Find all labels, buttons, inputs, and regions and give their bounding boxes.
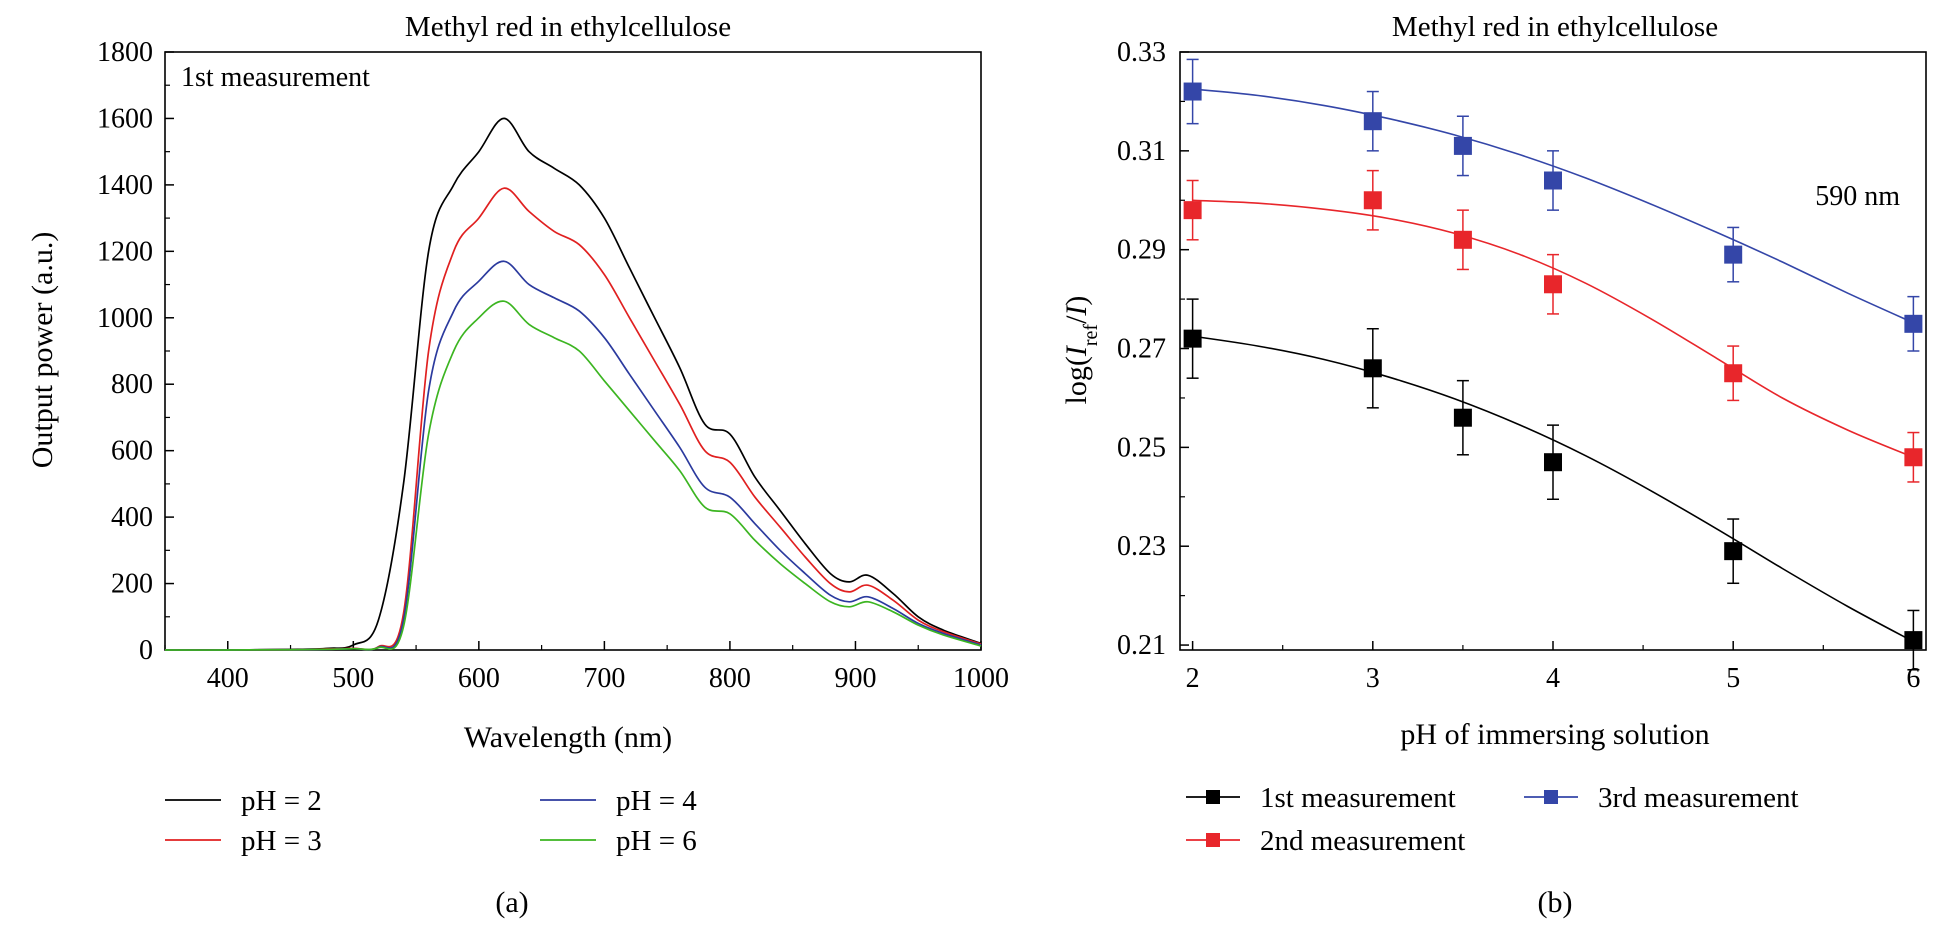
y-tick-label: 0.23 (1117, 531, 1166, 562)
x-tick-label: 3 (1366, 663, 1380, 694)
y-tick-label: 1000 (97, 303, 153, 334)
legend-label: 1st measurement (1260, 782, 1456, 814)
x-tick-label: 5 (1726, 663, 1740, 694)
panel-a: Methyl red in ethylcellulose 1st measure… (26, 11, 1009, 919)
y-tick-label: 0.21 (1117, 630, 1166, 661)
x-tick-label: 1000 (953, 663, 1009, 694)
y-tick-label: 0.33 (1117, 37, 1166, 68)
panel-a-x-axis: 400 500 600 700 800 900 1000 (164, 641, 1009, 694)
x-tick-label: 6 (1906, 663, 1920, 694)
data-point (1904, 448, 1923, 467)
y-tick-label: 1800 (97, 37, 153, 68)
x-tick-label: 800 (709, 663, 751, 694)
x-tick-label: 4 (1546, 663, 1560, 694)
panel-b-y-label: log(Iref/I) (1060, 296, 1102, 405)
data-point (1724, 364, 1743, 383)
y-tick-label: 800 (111, 369, 153, 400)
data-point (1904, 631, 1923, 650)
panel-a-y-label: Output power (a.u.) (26, 232, 59, 469)
data-point (1724, 542, 1743, 561)
panel-a-x-label: Wavelength (nm) (464, 721, 672, 754)
x-tick-label: 700 (583, 663, 625, 694)
data-point (1544, 453, 1562, 472)
data-point (1544, 275, 1562, 294)
panel-b-title: Methyl red in ethylcellulose (1392, 11, 1718, 43)
panel-b-label: (b) (1538, 886, 1573, 919)
x-tick-label: 600 (458, 663, 500, 694)
y-tick-label: 1200 (97, 236, 153, 267)
panel-a-y-axis: 0 200 400 600 800 1000 1200 1400 1600 1800 (97, 37, 174, 666)
data-point (1363, 191, 1382, 210)
y-tick-label: 600 (111, 436, 153, 467)
legend-marker (1544, 790, 1558, 804)
panel-b-annotation: 590 nm (1815, 181, 1900, 212)
panel-b-y-axis: 0.21 0.23 0.25 0.27 0.29 0.31 0.33 (1117, 37, 1189, 661)
spectrum-line (164, 117, 982, 651)
data-point (1724, 245, 1743, 264)
data-point (1544, 171, 1562, 190)
spectrum-line (164, 300, 982, 651)
data-point (1183, 329, 1202, 348)
panel-b-x-label: pH of immersing solution (1400, 718, 1709, 751)
data-point (1453, 136, 1472, 155)
panel-a-label: (a) (495, 886, 528, 919)
panel-a-legend: pH = 2 pH = 4 pH = 3 pH = 6 (165, 785, 697, 857)
data-point (1183, 201, 1202, 220)
legend-label: pH = 3 (241, 825, 322, 857)
spectrum-line (164, 187, 982, 651)
y-tick-label: 0 (139, 635, 153, 666)
y-tick-label: 1400 (97, 170, 153, 201)
data-point (1363, 359, 1382, 378)
data-point (1183, 82, 1202, 101)
fit-curve (1192, 199, 1914, 459)
data-point (1453, 230, 1472, 249)
legend-label: 3rd measurement (1598, 782, 1799, 814)
x-tick-label: 400 (207, 663, 249, 694)
panel-b-legend: 1st measurement 2nd measurement 3rd measur… (1186, 782, 1799, 857)
panel-b-series (1183, 58, 1923, 671)
data-point (1453, 408, 1472, 427)
data-point (1904, 314, 1923, 333)
y-tick-label: 0.27 (1117, 334, 1166, 365)
y-tick-label: 200 (111, 569, 153, 600)
panel-a-series (164, 117, 982, 651)
x-tick-label: 2 (1186, 663, 1200, 694)
panel-b-plot-frame (1179, 51, 1927, 651)
panel-b: Methyl red in ethylcellulose 590 nm 2 3 4 5… (1060, 11, 1927, 919)
y-tick-label: 1600 (97, 103, 153, 134)
legend-label: pH = 2 (241, 785, 322, 817)
legend-marker (1206, 790, 1220, 804)
panel-b-x-axis: 2 3 4 5 6 (1186, 641, 1920, 694)
x-tick-label: 900 (834, 663, 876, 694)
y-tick-label: 0.31 (1117, 136, 1166, 167)
legend-label: 2nd measurement (1260, 825, 1465, 857)
spectrum-line (164, 260, 982, 651)
legend-marker (1206, 833, 1220, 847)
data-point (1363, 112, 1382, 131)
y-tick-label: 400 (111, 502, 153, 533)
panel-a-annotation: 1st measurement (181, 62, 370, 93)
legend-label: pH = 4 (616, 785, 697, 817)
y-tick-label: 0.29 (1117, 235, 1166, 266)
panel-a-title: Methyl red in ethylcellulose (405, 11, 731, 43)
legend-label: pH = 6 (616, 825, 697, 857)
y-tick-label: 0.25 (1117, 432, 1166, 463)
panel-a-plot-frame (164, 51, 982, 651)
x-tick-label: 500 (332, 663, 374, 694)
